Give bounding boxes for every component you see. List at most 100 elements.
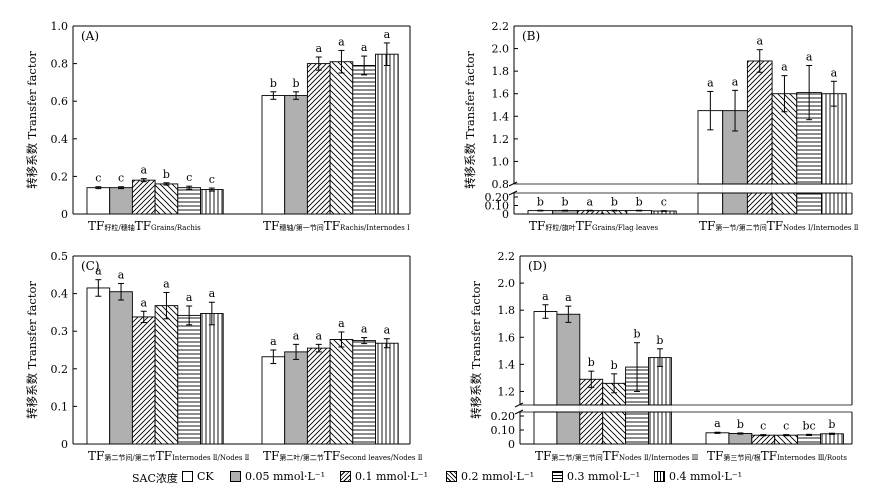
significance-letter: b bbox=[634, 328, 641, 341]
significance-letter: c bbox=[186, 171, 192, 184]
legend: SAC浓度 CK 0.05 mmol·L⁻¹ 0.1 mmol·L⁻¹ 0.2 … bbox=[0, 466, 886, 488]
bar bbox=[329, 61, 354, 215]
bar-break-gap bbox=[796, 184, 822, 193]
significance-letter: a bbox=[361, 323, 368, 336]
bar bbox=[774, 434, 799, 445]
bar bbox=[200, 189, 224, 215]
category-label-part: TF bbox=[263, 219, 279, 233]
y-tick-label: 0 bbox=[61, 208, 68, 221]
significance-letter: b bbox=[588, 356, 595, 369]
y-tick-label: 1.2 bbox=[492, 133, 510, 146]
chart-panel-2: 00.100.200.8 1.0 1.2 1.4 1.6 1.8 2.0 2.2 (B) 转移系数… bbox=[463, 20, 859, 233]
category-label-part: TF bbox=[767, 219, 783, 233]
category-label-part: TF bbox=[603, 449, 619, 463]
bar-break-gap bbox=[602, 405, 627, 412]
legend-item-02: 0.2 mmol·L⁻¹ bbox=[446, 470, 534, 483]
significance-letter: b bbox=[163, 168, 170, 181]
category-label: TF第一节/第二节间TFNodes Ⅰ/Internodes Ⅱ bbox=[699, 219, 859, 233]
category-label: TF籽粒/旗叶TFGrains/Flag leaves bbox=[529, 219, 658, 233]
bar bbox=[86, 187, 111, 215]
significance-letter: c bbox=[783, 420, 789, 433]
category-label: TF第三节间/根TFInternodes Ⅲ/Roots bbox=[707, 449, 847, 463]
significance-letter: a bbox=[732, 75, 739, 88]
bar bbox=[261, 95, 286, 215]
chart-panel-1: 0 0.2 0.4 0.6 0.8 1.0 (A) 转移系数 Transfer factor c… bbox=[25, 20, 411, 233]
bar bbox=[284, 95, 308, 215]
y-tick-label: 0.10 bbox=[491, 424, 516, 437]
category-label-part: 籽粒/穗轴 bbox=[104, 223, 134, 232]
bar-break-gap bbox=[579, 405, 604, 412]
panel-label: (B) bbox=[522, 29, 540, 43]
category-label-part: Second leaves/Nodes Ⅱ bbox=[340, 454, 423, 462]
significance-letter: a bbox=[186, 291, 193, 304]
legend-label-04: 0.4 mmol·L⁻¹ bbox=[669, 470, 743, 483]
axis-break-gap bbox=[514, 405, 854, 412]
y-tick-label: 0.4 bbox=[51, 133, 69, 146]
bar-break-gap bbox=[625, 405, 649, 412]
bar bbox=[751, 434, 776, 445]
y-tick-label: 1.4 bbox=[492, 110, 510, 123]
significance-letter: a bbox=[714, 417, 721, 430]
category-label-part: 第三节间/根 bbox=[723, 453, 760, 462]
bar bbox=[131, 179, 156, 215]
category-label-part: TF bbox=[707, 449, 723, 463]
bar bbox=[154, 183, 179, 215]
y-tick-label: 1.2 bbox=[498, 385, 516, 398]
significance-letter: a bbox=[384, 28, 391, 41]
significance-letter: a bbox=[293, 329, 300, 342]
bar bbox=[797, 434, 821, 445]
category-label-part: 第二节/第三节间 bbox=[551, 453, 602, 462]
legend-item-03: 0.3 mmol·L⁻¹ bbox=[552, 470, 640, 483]
bar bbox=[306, 63, 331, 215]
axis-break-mark bbox=[514, 409, 524, 415]
bar bbox=[352, 340, 376, 445]
bar bbox=[261, 356, 286, 445]
bar bbox=[352, 65, 376, 215]
category-label-part: Grains/Rachis bbox=[151, 224, 201, 232]
y-tick-label: 0.3 bbox=[51, 325, 69, 338]
bar bbox=[375, 342, 399, 445]
legend-item-005: 0.05 mmol·L⁻¹ bbox=[230, 470, 325, 483]
y-tick-label: 0.6 bbox=[51, 95, 69, 108]
legend-swatch-03 bbox=[552, 471, 563, 482]
significance-letter: a bbox=[315, 42, 322, 55]
significance-letter: b bbox=[293, 77, 300, 90]
significance-letter: b bbox=[611, 195, 618, 208]
chart-panel-4: 00.100.20 1.2 1.4 1.6 1.8 2.0 2.2 (D) 转移系数 Trans… bbox=[469, 250, 854, 463]
significance-letter: a bbox=[209, 287, 216, 300]
significance-letter: a bbox=[542, 290, 549, 303]
category-label: TF穗轴/第一节间TFRachis/Internodes Ⅰ bbox=[263, 219, 410, 233]
bar-break-gap bbox=[533, 405, 558, 412]
significance-letter: a bbox=[586, 195, 593, 208]
legend-label-005: 0.05 mmol·L⁻¹ bbox=[245, 470, 326, 483]
significance-letter: a bbox=[565, 291, 572, 304]
significance-letter: a bbox=[338, 35, 345, 48]
significance-letter: a bbox=[781, 61, 788, 74]
category-label-part: TF bbox=[529, 219, 545, 233]
bar bbox=[200, 313, 224, 445]
y-axis-label: 转移系数 Transfer factor bbox=[469, 281, 483, 419]
bar bbox=[154, 305, 179, 445]
category-label-part: Rachis/Internodes Ⅰ bbox=[340, 224, 410, 232]
significance-letter: a bbox=[315, 329, 322, 342]
y-axis-label: 转移系数 Transfer factor bbox=[25, 51, 39, 189]
bar bbox=[648, 357, 672, 445]
category-label-part: TF bbox=[535, 449, 551, 463]
bar-break-gap bbox=[556, 405, 581, 412]
significance-letter: a bbox=[338, 317, 345, 330]
significance-letter: b bbox=[636, 195, 643, 208]
y-tick-label: 0 bbox=[61, 438, 68, 451]
category-label-part: 第一节/第二节间 bbox=[715, 223, 766, 232]
category-label-part: TF bbox=[576, 219, 592, 233]
significance-letter: a bbox=[163, 277, 170, 290]
significance-letter: bc bbox=[802, 419, 815, 432]
bar bbox=[820, 433, 844, 445]
bar bbox=[177, 187, 201, 215]
category-label-part: Internodes Ⅲ/Roots bbox=[777, 454, 847, 462]
category-label: TF第二叶/第二节TFSecond leaves/Nodes Ⅱ bbox=[263, 449, 423, 463]
significance-letter: b bbox=[611, 359, 618, 372]
y-tick-label: 0.1 bbox=[51, 400, 69, 413]
y-tick-label: 1.6 bbox=[498, 331, 516, 344]
legend-label-02: 0.2 mmol·L⁻¹ bbox=[461, 470, 535, 483]
bar-break-gap bbox=[722, 184, 748, 193]
